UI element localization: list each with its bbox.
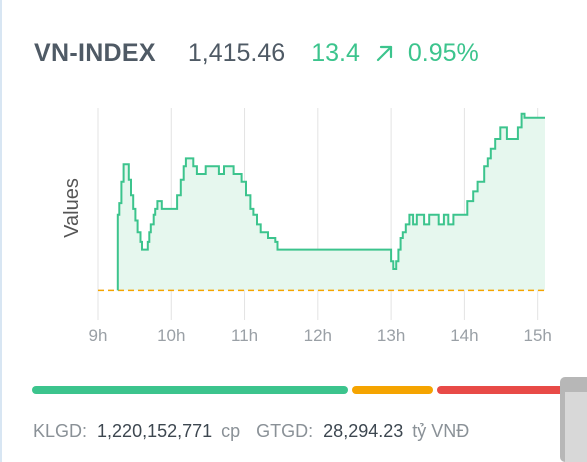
x-tick-label: 10h xyxy=(157,326,185,345)
index-value: 1,415.46 xyxy=(187,38,286,67)
chart-line xyxy=(116,112,545,291)
intraday-chart: 9h 10h 11h 12h 13h 14h 15h Values xyxy=(61,108,552,345)
gtgd-label: GTGD: xyxy=(256,421,314,441)
x-tick-label: 15h xyxy=(523,326,551,345)
arrow-up-right-icon xyxy=(376,45,392,62)
chart-area-fill xyxy=(117,113,546,291)
index-name: VN-INDEX xyxy=(34,38,156,67)
x-tick-label: 12h xyxy=(304,326,332,345)
x-tick-label: 9h xyxy=(89,326,108,345)
klgd-value: 1,220,152,771 xyxy=(97,421,213,441)
index-change-group: 13.4 0.95% xyxy=(311,39,479,68)
klgd-label: KLGD: xyxy=(33,421,88,441)
x-tick-label: 11h xyxy=(231,326,258,345)
trading-summary: KLGD: 1,220,152,771 cp GTGD: 28,294.23 t… xyxy=(33,421,469,442)
y-axis-label: Values xyxy=(61,178,83,238)
gtgd-unit: tỷ VNĐ xyxy=(412,421,470,441)
volume-distribution-bar xyxy=(32,386,566,394)
x-tick-label: 14h xyxy=(450,326,478,345)
x-tick-label: 13h xyxy=(377,326,405,345)
scroll-tab-inner[interactable] xyxy=(565,392,587,462)
index-change-value: 13.4 xyxy=(311,38,360,67)
index-header: VN-INDEX 1,415.46 13.4 0.95% xyxy=(34,36,479,70)
left-border xyxy=(0,0,2,462)
klgd-unit: cp xyxy=(221,421,241,441)
x-axis-ticks: 9h 10h 11h 12h 13h 14h 15h xyxy=(89,326,552,345)
volume-bar-segment xyxy=(437,386,566,394)
index-change-percent: 0.95% xyxy=(407,38,479,67)
gtgd-value: 28,294.23 xyxy=(323,421,404,441)
volume-bar-segment xyxy=(32,386,349,394)
volume-bar-segment xyxy=(352,386,434,394)
